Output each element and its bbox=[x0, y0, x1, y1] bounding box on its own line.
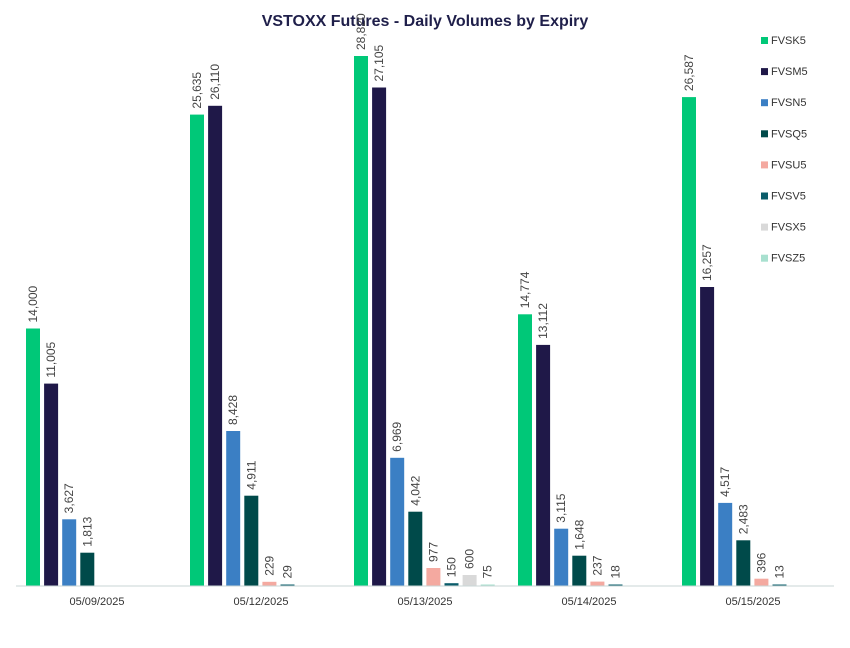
data-label-fvsn5-3: 3,115 bbox=[554, 493, 568, 522]
legend-label-fvsk5: FVSK5 bbox=[771, 35, 806, 47]
data-label-fvsk5-3: 14,774 bbox=[518, 271, 532, 308]
bars-layer bbox=[26, 56, 787, 587]
legend-label-fvsu5: FVSU5 bbox=[771, 159, 806, 171]
x-tick-label-0: 05/09/2025 bbox=[69, 596, 124, 608]
data-label-fvsv5-3: 18 bbox=[609, 565, 623, 579]
data-label-fvsn5-0: 3,627 bbox=[62, 483, 76, 513]
bar-fvsu5-1 bbox=[262, 581, 277, 586]
bar-fvsq5-1 bbox=[244, 495, 259, 586]
bar-fvsk5-2 bbox=[354, 56, 368, 586]
data-label-fvsq5-4: 2,483 bbox=[736, 504, 750, 534]
data-label-fvsv5-2: 150 bbox=[445, 557, 459, 577]
bar-fvsn5-1 bbox=[226, 431, 241, 586]
x-axis-ticks: 05/09/2025 05/12/2025 05/13/2025 05/14/2025… bbox=[69, 596, 780, 608]
legend-label-fvsm5: FVSM5 bbox=[771, 66, 808, 78]
data-label-fvsq5-0: 1,813 bbox=[80, 516, 94, 546]
bar-fvsm5-1 bbox=[208, 105, 223, 587]
data-label-fvsk5-1: 25,635 bbox=[190, 72, 204, 109]
bar-fvsk5-1 bbox=[190, 114, 204, 586]
bar-fvsq5-3 bbox=[572, 555, 587, 586]
bar-fvsv5-1 bbox=[280, 584, 295, 586]
legend-swatch-fvsz5 bbox=[761, 254, 768, 262]
data-label-fvsm5-0: 11,005 bbox=[44, 341, 58, 377]
data-label-fvsz5-2: 75 bbox=[481, 565, 495, 579]
data-label-fvsm5-2: 27,105 bbox=[372, 44, 386, 81]
data-label-fvsn5-4: 4,517 bbox=[718, 467, 732, 497]
data-label-fvsm5-3: 13,112 bbox=[536, 303, 550, 339]
data-label-fvsn5-1: 8,428 bbox=[226, 395, 240, 425]
legend-label-fvsz5: FVSZ5 bbox=[771, 253, 805, 265]
bar-fvsm5-3 bbox=[536, 344, 551, 586]
bar-fvsx5-2 bbox=[462, 575, 477, 586]
bar-fvsq5-4 bbox=[736, 540, 751, 586]
bar-fvsk5-3 bbox=[518, 314, 532, 586]
bar-fvsk5-4 bbox=[682, 97, 696, 586]
bar-fvsv5-3 bbox=[608, 584, 623, 586]
data-labels-layer: 14,000 11,005 3,627 1,813 25,635 26,110 8,428 4… bbox=[26, 13, 787, 579]
legend-swatch-fvsn5 bbox=[761, 99, 768, 107]
bar-fvsn5-4 bbox=[718, 502, 733, 586]
data-label-fvsm5-4: 16,257 bbox=[700, 244, 714, 281]
bar-fvsu5-4 bbox=[754, 578, 769, 586]
legend-swatch-fvsv5 bbox=[761, 192, 768, 200]
bar-fvsu5-2 bbox=[426, 568, 441, 586]
bar-fvsk5-0 bbox=[26, 328, 40, 586]
data-label-fvsk5-0: 14,000 bbox=[26, 285, 40, 322]
legend-label-fvsv5: FVSV5 bbox=[771, 191, 806, 203]
x-tick-label-2: 05/13/2025 bbox=[397, 596, 452, 608]
legend-label-fvsq5: FVSQ5 bbox=[771, 128, 807, 140]
bar-fvsn5-0 bbox=[62, 519, 77, 586]
data-label-fvsu5-3: 237 bbox=[590, 555, 604, 575]
bar-fvsv5-2 bbox=[444, 583, 459, 586]
data-label-fvsv5-1: 29 bbox=[281, 565, 295, 579]
bar-fvsz5-2 bbox=[480, 584, 495, 586]
bar-fvsu5-3 bbox=[590, 581, 605, 586]
x-tick-label-1: 05/12/2025 bbox=[233, 596, 288, 608]
legend-swatch-fvsu5 bbox=[761, 161, 768, 169]
legend-swatch-fvsm5 bbox=[761, 68, 768, 76]
bar-fvsq5-2 bbox=[408, 511, 423, 586]
legend-swatch-fvsk5 bbox=[761, 37, 768, 44]
legend-label-fvsn5: FVSN5 bbox=[771, 97, 806, 109]
bar-fvsn5-2 bbox=[390, 457, 405, 586]
legend: FVSK5 FVSM5 FVSN5 FVSQ5 FVSU5 FVSV5 FVSX5 FVSZ5 bbox=[761, 35, 808, 265]
data-label-fvsu5-1: 229 bbox=[262, 555, 276, 575]
bar-fvsq5-0 bbox=[80, 552, 95, 586]
x-tick-label-4: 05/15/2025 bbox=[725, 596, 780, 608]
data-label-fvsk5-2: 28,820 bbox=[354, 13, 368, 50]
data-label-fvsu5-4: 396 bbox=[754, 552, 768, 572]
data-label-fvsk5-4: 26,587 bbox=[682, 54, 696, 91]
data-label-fvsq5-1: 4,911 bbox=[244, 460, 258, 489]
x-tick-label-3: 05/14/2025 bbox=[561, 596, 616, 608]
bar-fvsm5-4 bbox=[700, 287, 715, 586]
data-label-fvsm5-1: 26,110 bbox=[208, 64, 222, 100]
legend-label-fvsx5: FVSX5 bbox=[771, 222, 806, 234]
data-label-fvsv5-4: 13 bbox=[773, 565, 787, 579]
legend-swatch-fvsq5 bbox=[761, 130, 768, 138]
chart-title: VSTOXX Futures - Daily Volumes by Expiry bbox=[262, 13, 589, 30]
legend-swatch-fvsx5 bbox=[761, 223, 768, 231]
bar-fvsv5-4 bbox=[772, 584, 787, 586]
data-label-fvsq5-2: 4,042 bbox=[408, 475, 422, 505]
data-label-fvsu5-2: 977 bbox=[426, 542, 440, 562]
data-label-fvsq5-3: 1,648 bbox=[572, 519, 586, 549]
data-label-fvsx5-2: 600 bbox=[463, 549, 477, 569]
bar-fvsm5-0 bbox=[44, 383, 59, 586]
bar-fvsm5-2 bbox=[372, 87, 387, 586]
data-label-fvsn5-2: 6,969 bbox=[390, 421, 404, 451]
bar-fvsn5-3 bbox=[554, 528, 569, 586]
